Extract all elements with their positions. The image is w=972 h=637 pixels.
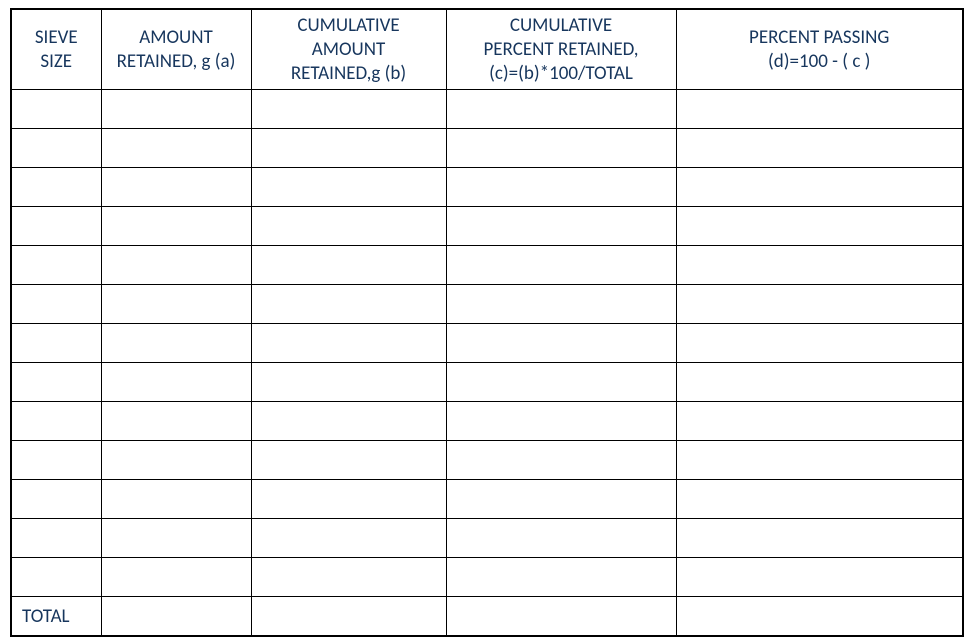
cell-cum-percent	[446, 363, 676, 402]
table-row	[11, 519, 963, 558]
cell-pct-passing	[676, 285, 963, 324]
cell-amount-ret	[101, 207, 251, 246]
table-row	[11, 285, 963, 324]
cell-amount-ret	[101, 324, 251, 363]
cell-amount-ret	[101, 129, 251, 168]
cell-cum-percent	[446, 168, 676, 207]
cell-pct-passing	[676, 480, 963, 519]
cell-pct-passing	[676, 363, 963, 402]
total-cum-amount	[251, 597, 446, 637]
cell-cum-percent	[446, 441, 676, 480]
header-cum-percent: CUMULATIVE PERCENT RETAINED, (c)=(b)*100…	[446, 9, 676, 90]
cell-cum-percent	[446, 519, 676, 558]
header-cum-amount: CUMULATIVE AMOUNT RETAINED,g (b)	[251, 9, 446, 90]
header-amount-ret-label: AMOUNT RETAINED, g (a)	[102, 22, 251, 78]
cell-cum-percent	[446, 129, 676, 168]
table-row	[11, 129, 963, 168]
cell-cum-percent	[446, 324, 676, 363]
cell-amount-ret	[101, 168, 251, 207]
cell-cum-amount	[251, 480, 446, 519]
cell-sieve-size	[11, 480, 101, 519]
cell-sieve-size	[11, 324, 101, 363]
total-pct-passing	[676, 597, 963, 637]
header-pct-passing: PERCENT PASSING (d)=100 - ( c )	[676, 9, 963, 90]
cell-cum-percent	[446, 90, 676, 129]
cell-sieve-size	[11, 558, 101, 597]
cell-pct-passing	[676, 90, 963, 129]
cell-pct-passing	[676, 558, 963, 597]
cell-cum-amount	[251, 285, 446, 324]
cell-cum-amount	[251, 402, 446, 441]
cell-cum-amount	[251, 441, 446, 480]
table-row	[11, 480, 963, 519]
table-row	[11, 90, 963, 129]
header-pct-passing-label: PERCENT PASSING (d)=100 - ( c )	[677, 22, 963, 78]
cell-sieve-size	[11, 441, 101, 480]
cell-cum-amount	[251, 129, 446, 168]
cell-amount-ret	[101, 285, 251, 324]
table-row	[11, 441, 963, 480]
total-cum-percent	[446, 597, 676, 637]
cell-sieve-size	[11, 363, 101, 402]
cell-pct-passing	[676, 441, 963, 480]
cell-amount-ret	[101, 246, 251, 285]
cell-pct-passing	[676, 168, 963, 207]
header-sieve-size-label: SIEVE SIZE	[12, 22, 101, 78]
cell-cum-amount	[251, 207, 446, 246]
table-head: SIEVE SIZE AMOUNT RETAINED, g (a) CUMULA…	[11, 9, 963, 90]
cell-sieve-size	[11, 246, 101, 285]
cell-sieve-size	[11, 207, 101, 246]
header-cum-amount-label: CUMULATIVE AMOUNT RETAINED,g (b)	[252, 10, 446, 89]
cell-cum-amount	[251, 363, 446, 402]
table-row	[11, 246, 963, 285]
cell-cum-amount	[251, 558, 446, 597]
cell-cum-percent	[446, 402, 676, 441]
cell-sieve-size	[11, 402, 101, 441]
table-row	[11, 363, 963, 402]
cell-cum-percent	[446, 285, 676, 324]
table-total-row: TOTAL	[11, 597, 963, 637]
page-container: SIEVE SIZE AMOUNT RETAINED, g (a) CUMULA…	[0, 0, 972, 627]
cell-pct-passing	[676, 402, 963, 441]
cell-sieve-size	[11, 129, 101, 168]
cell-pct-passing	[676, 207, 963, 246]
cell-cum-amount	[251, 324, 446, 363]
table-body: TOTAL	[11, 90, 963, 637]
cell-amount-ret	[101, 519, 251, 558]
total-amount-ret	[101, 597, 251, 637]
cell-amount-ret	[101, 402, 251, 441]
cell-sieve-size	[11, 519, 101, 558]
cell-pct-passing	[676, 324, 963, 363]
cell-cum-percent	[446, 246, 676, 285]
cell-cum-percent	[446, 558, 676, 597]
header-amount-ret: AMOUNT RETAINED, g (a)	[101, 9, 251, 90]
header-cum-percent-label: CUMULATIVE PERCENT RETAINED, (c)=(b)*100…	[447, 10, 676, 89]
cell-sieve-size	[11, 168, 101, 207]
cell-cum-percent	[446, 480, 676, 519]
table-row	[11, 207, 963, 246]
cell-amount-ret	[101, 558, 251, 597]
table-row	[11, 168, 963, 207]
cell-pct-passing	[676, 246, 963, 285]
cell-cum-amount	[251, 246, 446, 285]
table-row	[11, 558, 963, 597]
cell-amount-ret	[101, 441, 251, 480]
cell-cum-percent	[446, 207, 676, 246]
cell-pct-passing	[676, 519, 963, 558]
cell-sieve-size	[11, 90, 101, 129]
cell-pct-passing	[676, 129, 963, 168]
cell-cum-amount	[251, 519, 446, 558]
cell-amount-ret	[101, 363, 251, 402]
header-sieve-size: SIEVE SIZE	[11, 9, 101, 90]
sieve-analysis-table: SIEVE SIZE AMOUNT RETAINED, g (a) CUMULA…	[10, 8, 964, 637]
total-label-cell: TOTAL	[11, 597, 101, 637]
cell-sieve-size	[11, 285, 101, 324]
cell-amount-ret	[101, 480, 251, 519]
table-row	[11, 402, 963, 441]
table-header-row: SIEVE SIZE AMOUNT RETAINED, g (a) CUMULA…	[11, 9, 963, 90]
cell-cum-amount	[251, 168, 446, 207]
cell-cum-amount	[251, 90, 446, 129]
table-row	[11, 324, 963, 363]
cell-amount-ret	[101, 90, 251, 129]
